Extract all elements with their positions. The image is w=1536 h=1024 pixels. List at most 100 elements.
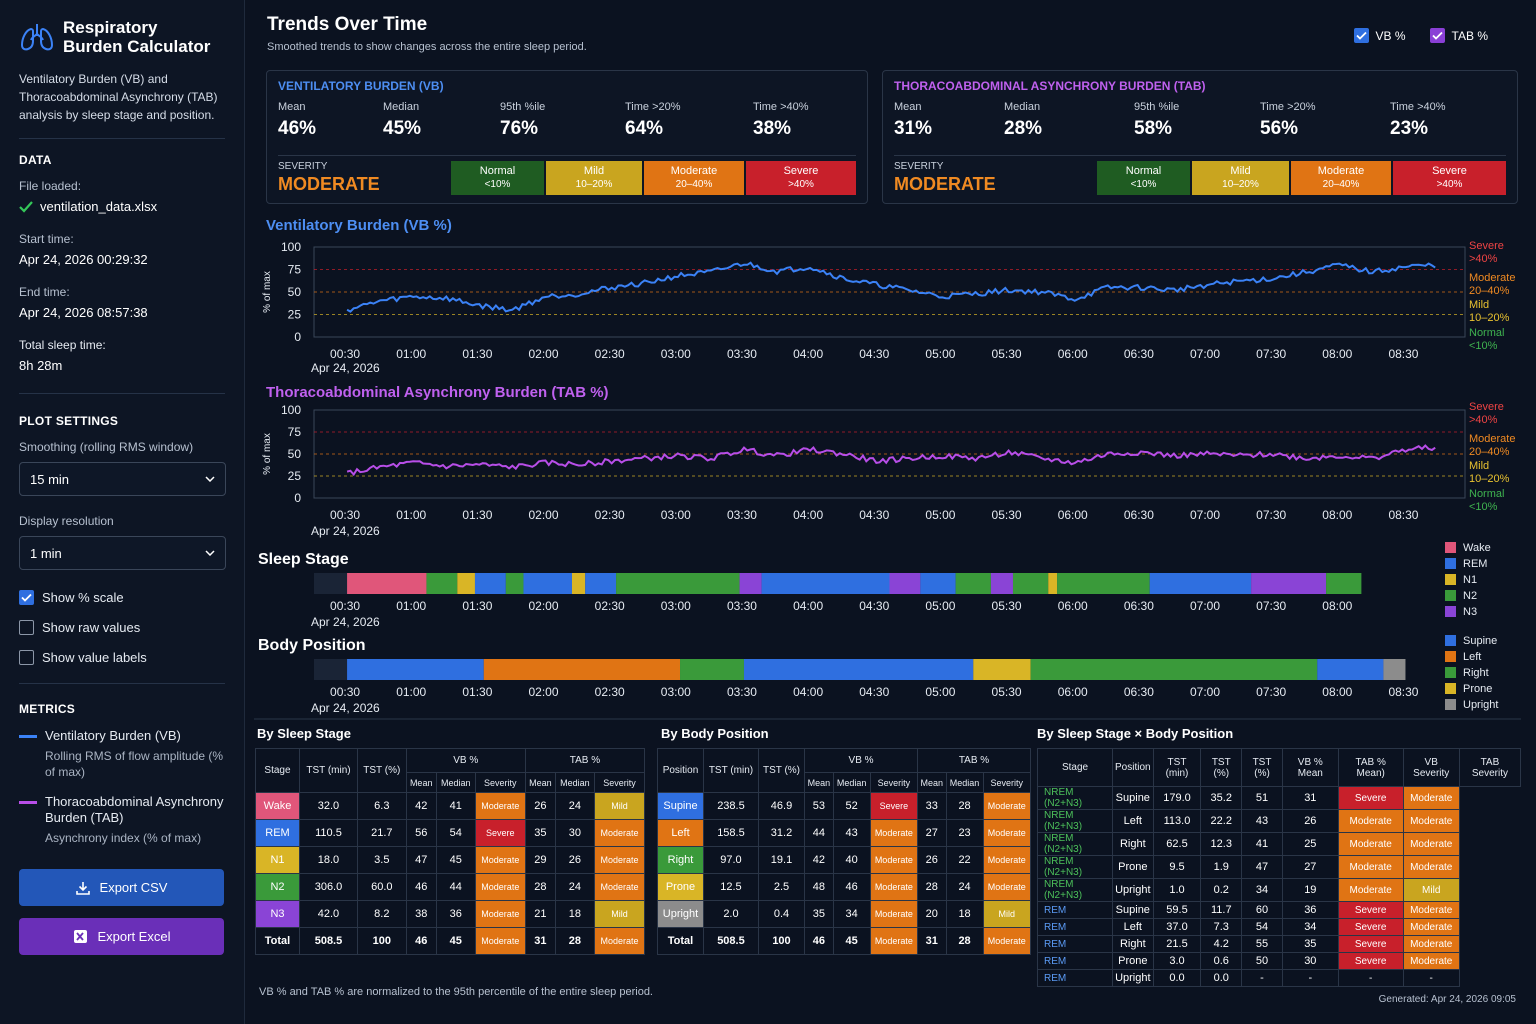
table-cell: 508.5 bbox=[299, 927, 358, 955]
table-cell: 26 bbox=[524, 792, 556, 820]
x-tick-label: 00:30 bbox=[330, 508, 360, 522]
severity-cell: Severe bbox=[1337, 918, 1404, 936]
table-cell: 36 bbox=[435, 900, 476, 928]
table-row: Total 508.5 100 46 45 Moderate 31 28 Moderate bbox=[657, 927, 1032, 955]
table-row: REM Supine 59.5 11.7 60 36 Severe Moderate bbox=[1036, 901, 1521, 919]
table-cell: 26 bbox=[917, 846, 947, 874]
check-icon bbox=[19, 200, 33, 213]
vb-chart-title: Ventilatory Burden (VB %) bbox=[266, 217, 452, 234]
table-row: Prone 12.5 2.5 48 46 Moderate 28 24 Moderate bbox=[657, 873, 1032, 901]
table-cell: 19.1 bbox=[757, 846, 806, 874]
download-icon bbox=[75, 881, 90, 895]
stat-value: 46% bbox=[278, 118, 317, 139]
x-tick-label: 07:00 bbox=[1190, 347, 1220, 361]
table-row: NREM (N2+N3) Right 62.5 12.3 41 25 Moderate Mod… bbox=[1036, 832, 1521, 856]
x-tick-label: 07:30 bbox=[1256, 508, 1286, 522]
severity-scale-normal: Normal <10% bbox=[1097, 161, 1190, 195]
metric-tab-desc: Asynchrony index (% of max) bbox=[45, 831, 202, 845]
stat-value: 28% bbox=[1004, 118, 1043, 139]
table-cell: Prone bbox=[657, 873, 704, 901]
table-cell: 54 bbox=[1241, 918, 1283, 936]
table-cell: 48 bbox=[804, 873, 834, 901]
stat-label: Mean bbox=[894, 101, 922, 113]
table-cell: REM bbox=[1036, 952, 1114, 970]
x-tick-label: 05:00 bbox=[925, 347, 955, 361]
sleep-stage-legend-swatch bbox=[1445, 558, 1456, 569]
checkbox-empty-icon bbox=[19, 650, 34, 665]
table-cell: Supine bbox=[1112, 901, 1154, 919]
export-csv-button[interactable]: Export CSV bbox=[19, 869, 224, 906]
export-excel-button[interactable]: Export Excel bbox=[19, 918, 224, 955]
vb-toggle-label: VB % bbox=[1375, 28, 1406, 43]
table-cell: 22 bbox=[945, 846, 984, 874]
zone-range-label: 10–20% bbox=[1469, 473, 1510, 485]
sleep-stage-segment bbox=[1149, 573, 1252, 594]
show-labels-label: Show value labels bbox=[42, 650, 147, 665]
show-raw-checkbox[interactable]: Show raw values bbox=[19, 620, 225, 635]
zone-range-label: 20–40% bbox=[1469, 446, 1510, 458]
table-cell: 34 bbox=[1241, 878, 1283, 902]
sleep-stage-date-label: Apr 24, 2026 bbox=[311, 615, 380, 629]
stat-label: Median bbox=[383, 101, 420, 113]
table-cell: Left bbox=[1112, 918, 1154, 936]
zone-range-label: 10–20% bbox=[1469, 312, 1510, 324]
smoothing-select[interactable]: 15 min bbox=[19, 462, 226, 496]
severity-scale-mild: Mild 10–20% bbox=[546, 161, 642, 195]
x-tick-label: 00:30 bbox=[330, 599, 360, 613]
sleep-stage-segment bbox=[585, 573, 617, 594]
table-cell: 46.9 bbox=[757, 792, 806, 820]
body-position-segment bbox=[1383, 659, 1406, 680]
table-cell: 9.5 bbox=[1152, 855, 1202, 879]
x-tick-label: 02:00 bbox=[529, 347, 559, 361]
x-tick-label: 07:00 bbox=[1190, 599, 1220, 613]
table-cell: 24 bbox=[554, 792, 595, 820]
table-header: TST (%) bbox=[757, 748, 806, 793]
table-cell: NREM (N2+N3) bbox=[1036, 786, 1114, 810]
vb-toggle[interactable]: VB % bbox=[1353, 28, 1406, 43]
table-cell: 30 bbox=[1281, 952, 1339, 970]
table-cell: 43 bbox=[1241, 809, 1283, 833]
vb-severity-label: SEVERITY bbox=[278, 161, 328, 172]
table-cell: 54 bbox=[435, 819, 476, 847]
show-pct-label: Show % scale bbox=[42, 590, 124, 605]
table-cell: 508.5 bbox=[703, 927, 759, 955]
stat-value: 45% bbox=[383, 118, 422, 139]
table-header: VB % bbox=[804, 748, 919, 773]
severity-cell: Mild bbox=[1402, 878, 1460, 902]
vb-chart-ylabel: % of max bbox=[262, 271, 273, 313]
table-cell: 40 bbox=[832, 846, 871, 874]
table-cell: 51 bbox=[1241, 786, 1283, 810]
table-cell: 21 bbox=[524, 900, 556, 928]
table-row: Left 158.5 31.2 44 43 Moderate 27 23 Moderate bbox=[657, 819, 1032, 847]
sleep-stage-segment bbox=[426, 573, 458, 594]
table-header: Stage bbox=[1036, 748, 1114, 787]
table-cell: 33 bbox=[917, 792, 947, 820]
sleep-stage-segment bbox=[955, 573, 991, 594]
table-cell: 20 bbox=[917, 900, 947, 928]
table-cell: 26 bbox=[554, 846, 595, 874]
severity-cell: Moderate bbox=[1402, 809, 1460, 833]
show-pct-checkbox[interactable]: Show % scale bbox=[19, 590, 225, 605]
x-tick-label: 05:30 bbox=[992, 508, 1022, 522]
footer-note: VB % and TAB % are normalized to the 95t… bbox=[259, 986, 653, 998]
table-cell: 179.0 bbox=[1152, 786, 1202, 810]
table-subheader: Severity bbox=[982, 772, 1032, 793]
tab-toggle[interactable]: TAB % bbox=[1429, 28, 1488, 43]
x-tick-label: 07:30 bbox=[1256, 599, 1286, 613]
table-cell: 43 bbox=[832, 819, 871, 847]
vb-chart-series-line bbox=[346, 261, 1436, 313]
vb-summary-card: VENTILATORY BURDEN (VB) Mean 46% Median 45%… bbox=[266, 70, 868, 204]
table-cell: 45 bbox=[435, 846, 476, 874]
export-csv-label: Export CSV bbox=[99, 880, 168, 895]
table-cell: 1.0 bbox=[1152, 878, 1202, 902]
y-tick-label: 75 bbox=[288, 263, 302, 277]
x-tick-label: 08:30 bbox=[1388, 347, 1418, 361]
file-label: File loaded: bbox=[19, 179, 82, 193]
table-cell: Total bbox=[255, 927, 300, 955]
sleep-stage-segment bbox=[505, 573, 524, 594]
table-cell: 35.2 bbox=[1200, 786, 1243, 810]
table-cell: 31 bbox=[917, 927, 947, 955]
resolution-select[interactable]: 1 min bbox=[19, 536, 226, 570]
table-cell: 31.2 bbox=[757, 819, 806, 847]
show-labels-checkbox[interactable]: Show value labels bbox=[19, 650, 225, 665]
